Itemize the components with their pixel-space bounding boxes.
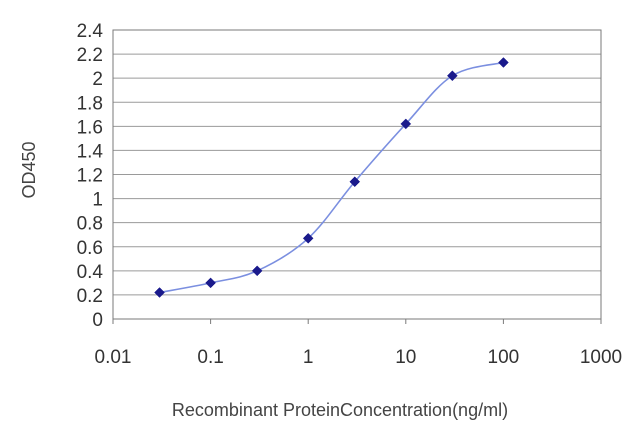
y-axis-title: OD450 [19,141,39,198]
data-point-marker [154,287,165,298]
y-tick-label: 1.4 [77,141,104,162]
y-tick-label: 0.4 [77,262,104,283]
y-tick-label: 2 [92,69,103,90]
marker-group [154,57,509,298]
data-point-marker [498,57,509,68]
grid [113,29,601,320]
y-tick-label: 0 [92,310,103,331]
y-tick-label: 0.6 [77,238,103,259]
data-point-marker [400,118,412,130]
y-tick-label: 0.8 [77,214,103,235]
x-tick-label: 1 [303,347,314,368]
x-tick-label: 10 [395,347,416,368]
y-tick-label: 1.6 [77,117,103,138]
y-tick-label: 0.2 [77,286,103,307]
x-tick-label: 0.1 [197,347,223,368]
y-tick-label: 2.4 [77,21,104,42]
series-line [159,61,504,294]
y-tick-labels: 0 0.2 0.4 0.6 0.8 1 1.2 1.4 1.6 1.8 2 2.2 2.4 [77,21,104,331]
data-point-marker [205,277,216,289]
series-line-group [159,61,504,294]
x-tick-label: 0.01 [95,347,132,368]
x-tick-labels: 0.01 0.1 1 10 100 1000 [95,347,623,368]
data-point-marker [302,232,314,244]
x-tick-label: 100 [488,347,520,368]
data-point-marker [251,265,263,277]
data-point-marker [349,176,361,188]
y-tick-label: 1.8 [77,93,103,114]
y-tick-label: 1 [92,190,103,211]
plot-frame [112,29,602,324]
y-tick-label: 1.2 [77,166,103,187]
y-tick-label: 2.2 [77,45,103,66]
x-tick-label: 1000 [580,347,622,368]
plot-border [112,29,602,320]
x-axis-title: Recombinant ProteinConcentration(ng/ml) [172,400,508,420]
data-point-marker [447,70,458,82]
